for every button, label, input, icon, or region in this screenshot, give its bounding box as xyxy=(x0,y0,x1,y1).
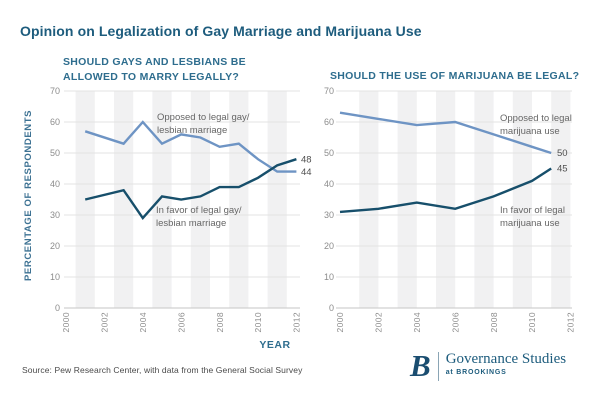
year-stripe xyxy=(436,91,456,308)
y-tick-70: 70 xyxy=(50,86,60,96)
y-tick-0: 0 xyxy=(329,303,334,313)
x-tick-2008: 2008 xyxy=(215,312,225,333)
y-tick-50: 50 xyxy=(50,148,60,158)
in-favor-of-legal-gay-lesbian-marriage-line xyxy=(84,158,297,221)
y-tick-30: 30 xyxy=(50,210,60,220)
x-tick-2010: 2010 xyxy=(253,312,263,333)
opposed-to-legal-marijuana-use-line xyxy=(339,111,552,155)
in-favor-of-legal-marijuana-use-line xyxy=(339,167,552,214)
brookings-b-icon: B xyxy=(410,348,431,383)
logo-tagline: at BROOKINGS xyxy=(445,369,507,376)
y-tick-20: 20 xyxy=(324,241,334,251)
in-favor-of-legal-marijuana-use-label: marijuana use xyxy=(500,218,560,229)
y-tick-40: 40 xyxy=(50,179,60,189)
y-tick-10: 10 xyxy=(324,272,334,282)
year-stripe xyxy=(190,91,210,308)
y-tick-40: 40 xyxy=(324,179,334,189)
x-tick-2006: 2006 xyxy=(176,312,186,333)
year-stripe xyxy=(359,91,379,308)
year-stripe xyxy=(397,91,417,308)
x-tick-2000: 2000 xyxy=(335,312,345,333)
x-axis-label: YEAR xyxy=(259,339,291,351)
in-favor-of-legal-marijuana-use-end-value: 45 xyxy=(557,164,568,175)
x-tick-2000: 2000 xyxy=(61,312,71,333)
logo-name: Governance Studies xyxy=(445,351,567,367)
logo-text: Governance Studies at BROOKINGS xyxy=(439,349,566,376)
y-tick-10: 10 xyxy=(50,272,60,282)
x-tick-2002: 2002 xyxy=(100,312,110,333)
in-favor-of-legal-marijuana-use-label: In favor of legal xyxy=(500,205,565,216)
x-tick-2006: 2006 xyxy=(450,312,460,333)
x-tick-2012: 2012 xyxy=(292,312,302,333)
y-tick-70: 70 xyxy=(324,86,334,96)
marijuana-chart: Opposed to legal marijuana use 50 In favor … xyxy=(324,86,576,333)
x-tick-2008: 2008 xyxy=(489,312,499,333)
opposed-to-legal-gay-lesbian-marriage-label: lesbian marriage xyxy=(157,125,227,136)
opposed-to-legal-marijuana-use-label: marijuana use xyxy=(500,126,560,137)
brookings-logo: B Governance Studies at BROOKINGS xyxy=(410,349,566,383)
year-stripe xyxy=(551,91,571,308)
y-tick-60: 60 xyxy=(50,117,60,127)
in-favor-of-legal-gay-lesbian-marriage-end-value: 48 xyxy=(301,154,312,165)
opposed-to-legal-marijuana-use-label: Opposed to legal xyxy=(500,113,572,124)
y-tick-60: 60 xyxy=(324,117,334,127)
y-tick-20: 20 xyxy=(50,241,60,251)
year-stripe xyxy=(114,91,134,308)
y-tick-0: 0 xyxy=(55,303,60,313)
in-favor-of-legal-gay-lesbian-marriage-label: lesbian marriage xyxy=(156,218,226,229)
gay-marriage-chart: Opposed to legal gay/lesbian marriage 44 I… xyxy=(50,86,312,333)
gay-marriage-chart-title: SHOULD GAYS AND LESBIANS BE ALLOWED TO M… xyxy=(63,56,246,83)
year-stripe xyxy=(229,91,249,308)
source-note: Source: Pew Research Center, with data f… xyxy=(22,365,303,375)
logo-divider xyxy=(437,352,439,381)
year-stripe xyxy=(152,91,172,308)
in-favor-of-legal-gay-lesbian-marriage-label: In favor of legal gay/ xyxy=(156,205,242,216)
x-tick-2010: 2010 xyxy=(527,312,537,333)
page-title: Opinion on Legalization of Gay Marriage … xyxy=(20,23,422,39)
y-tick-50: 50 xyxy=(324,148,334,158)
opposed-to-legal-gay-lesbian-marriage-end-value: 44 xyxy=(301,167,312,178)
marijuana-chart-title: SHOULD THE USE OF MARIJUANA BE LEGAL? xyxy=(330,70,580,82)
x-tick-2002: 2002 xyxy=(374,312,384,333)
year-stripe xyxy=(267,91,287,308)
opposed-to-legal-marijuana-use-end-value: 50 xyxy=(557,148,568,159)
y-tick-30: 30 xyxy=(324,210,334,220)
opposed-to-legal-gay-lesbian-marriage-label: Opposed to legal gay/ xyxy=(157,112,250,123)
x-tick-2012: 2012 xyxy=(566,312,576,333)
opposed-to-legal-gay-lesbian-marriage-line xyxy=(84,120,297,173)
x-tick-2004: 2004 xyxy=(138,312,148,333)
x-tick-2004: 2004 xyxy=(412,312,422,333)
